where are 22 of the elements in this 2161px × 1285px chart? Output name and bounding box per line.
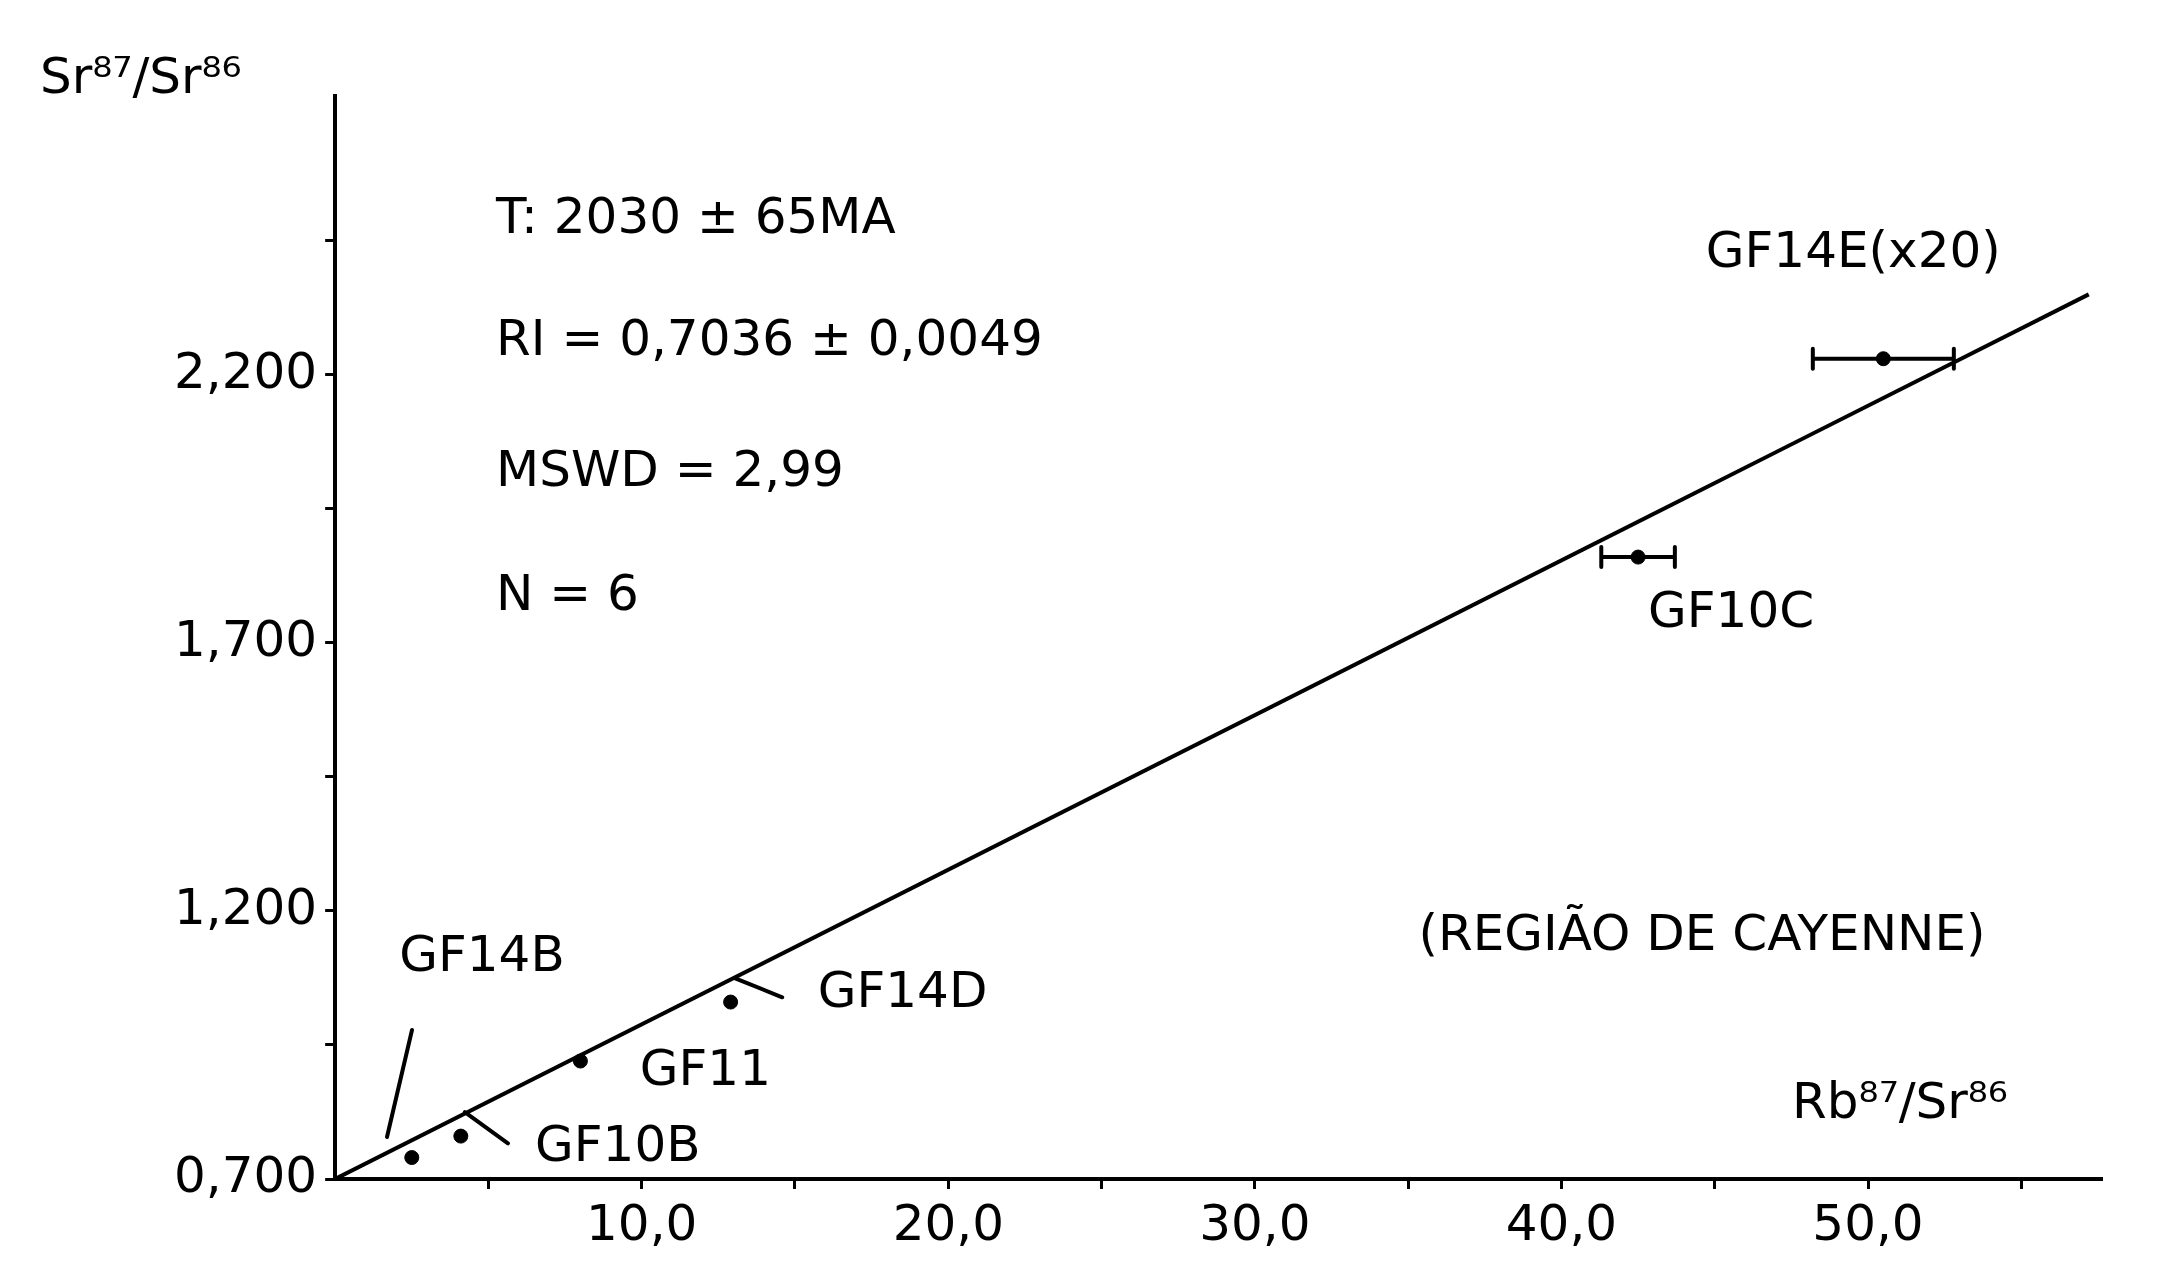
annotation: GF10C bbox=[1648, 581, 1815, 640]
annotation: GF14D bbox=[817, 961, 988, 1020]
x-tick-label: 40,0 bbox=[1505, 1193, 1618, 1252]
y-axis-title: Sr⁸⁷/Sr⁸⁶ bbox=[40, 46, 242, 105]
x-tick-label: 10,0 bbox=[586, 1193, 698, 1252]
annotation: GF10B bbox=[535, 1115, 701, 1174]
y-tick-label: 1,700 bbox=[174, 609, 318, 668]
y-tick-label: 2,200 bbox=[174, 341, 318, 400]
x-axis-title: Rb⁸⁷/Sr⁸⁶ bbox=[1792, 1071, 2008, 1130]
y-tick-label: 1,200 bbox=[174, 877, 318, 936]
annotation: RI = 0,7036 ± 0,0049 bbox=[496, 308, 1043, 367]
x-tick-label: 50,0 bbox=[1812, 1193, 1924, 1252]
x-tick-label: 30,0 bbox=[1199, 1193, 1311, 1252]
annotation: MSWD = 2,99 bbox=[496, 439, 844, 498]
annotation: N = 6 bbox=[496, 563, 639, 622]
y-tick-label: 0,700 bbox=[174, 1145, 318, 1204]
annotation: T: 2030 ± 65MA bbox=[495, 186, 896, 245]
annotation: GF11 bbox=[639, 1039, 771, 1098]
annotation: GF14B bbox=[399, 924, 565, 983]
annotation: GF14E(x20) bbox=[1705, 220, 2001, 279]
annotation: (REGIÃO DE CAYENNE) bbox=[1418, 903, 1986, 962]
x-tick-label: 20,0 bbox=[892, 1193, 1004, 1252]
